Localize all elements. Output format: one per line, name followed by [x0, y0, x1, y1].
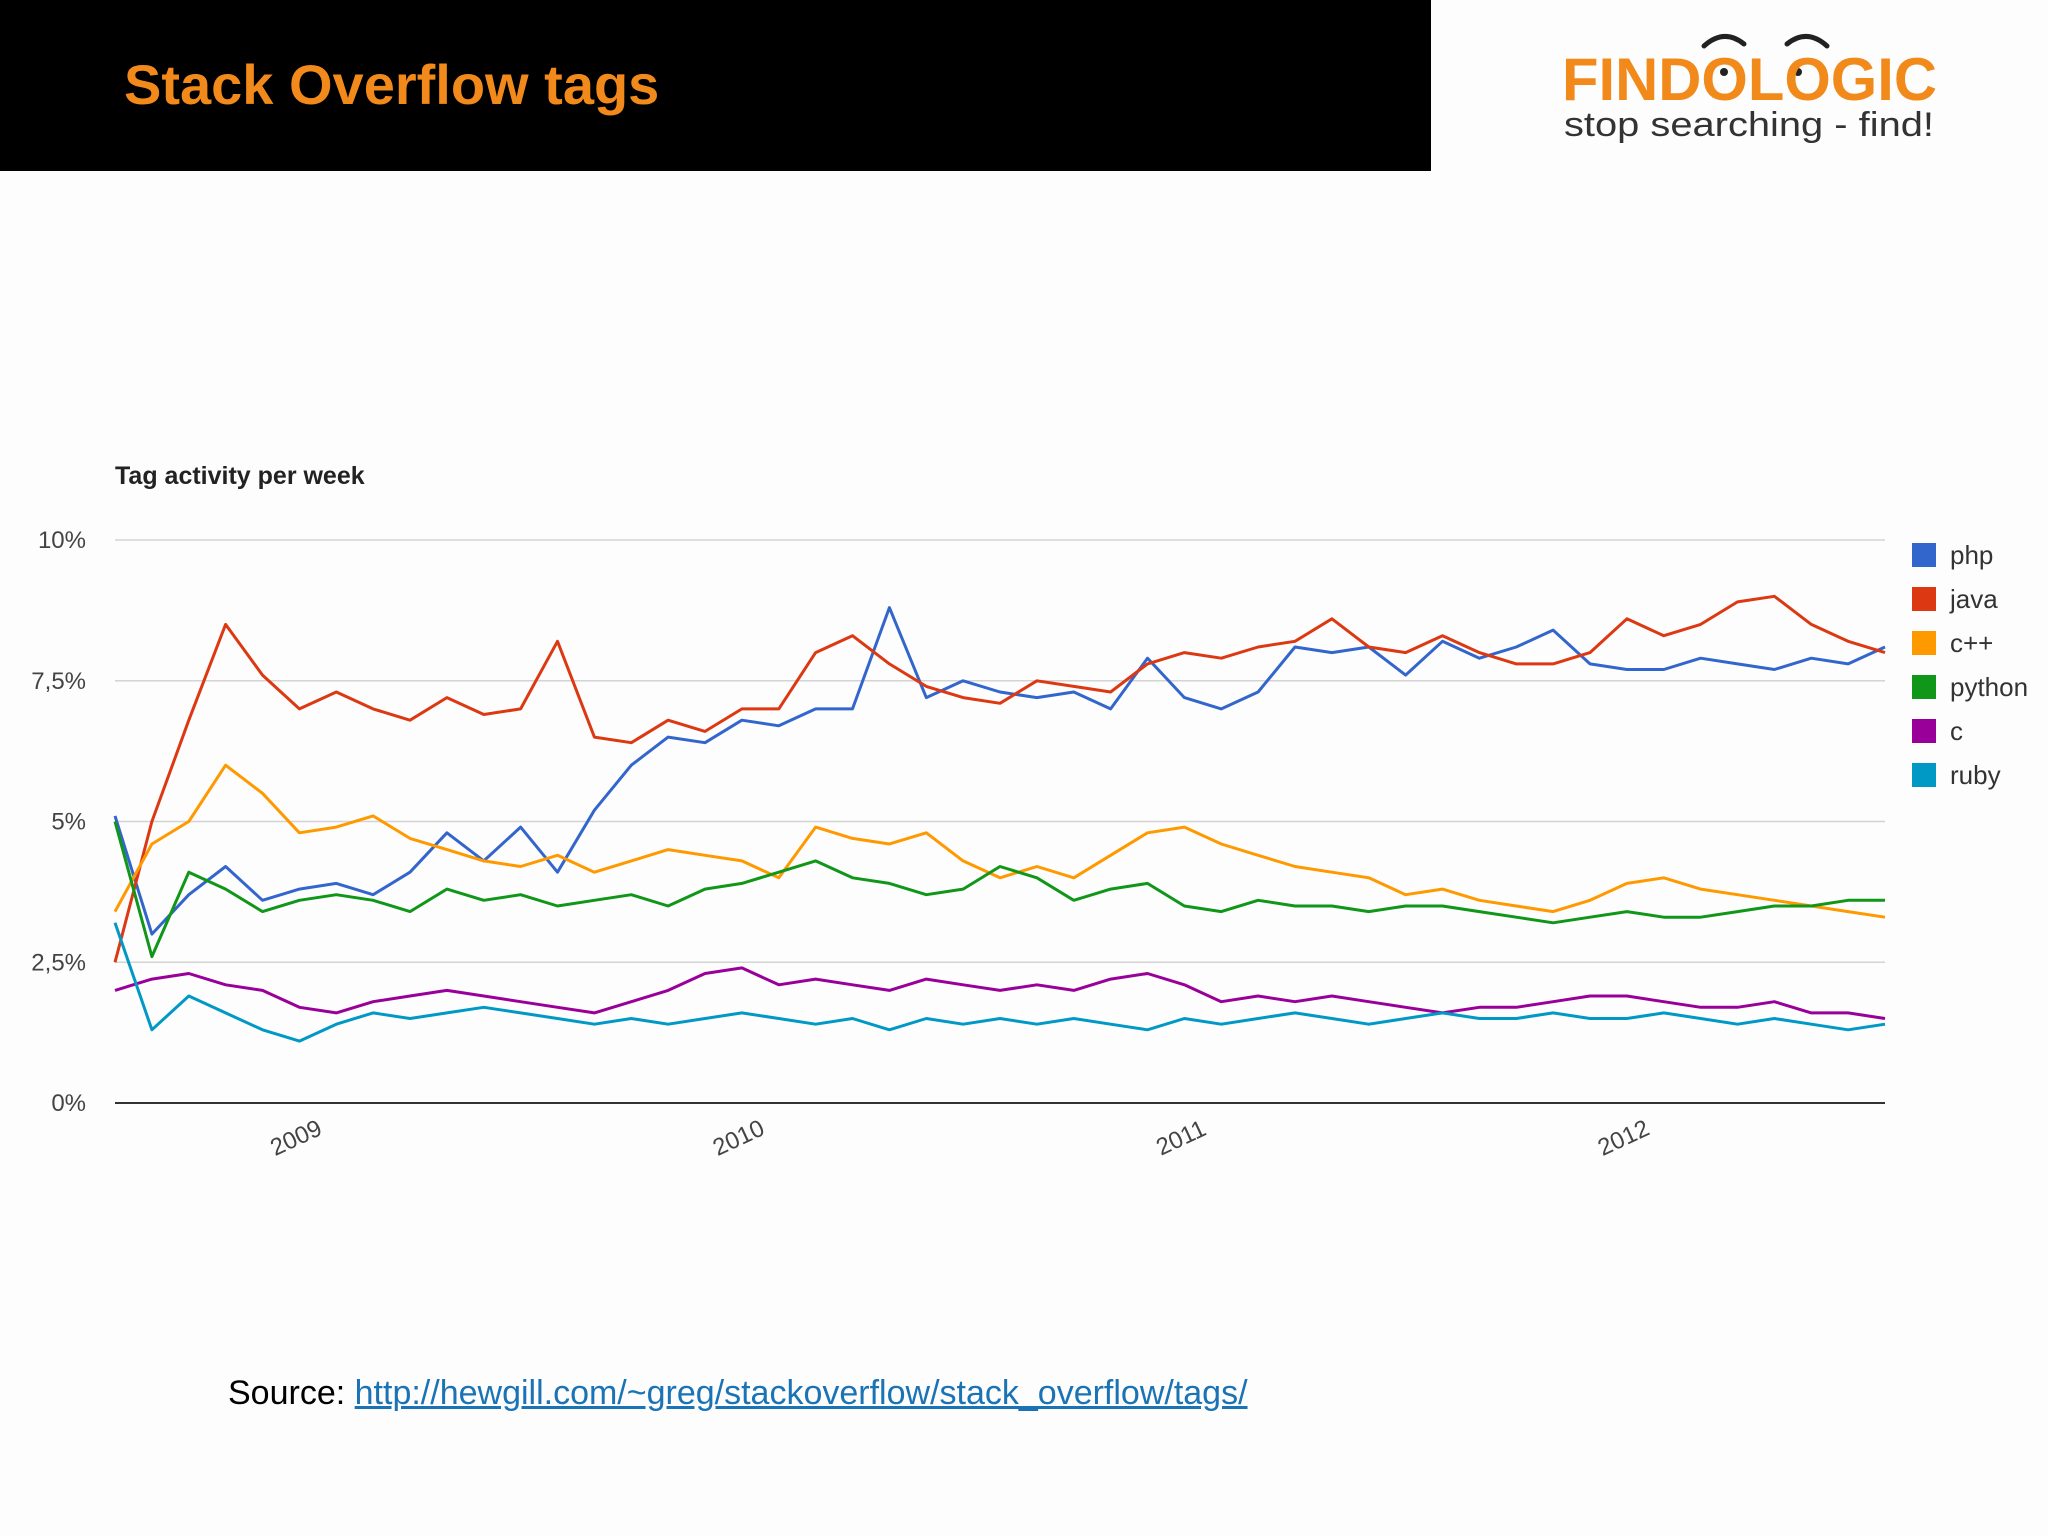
legend-label-ruby: ruby [1950, 760, 2001, 790]
legend-label-java: java [1949, 584, 1998, 614]
title-bar: Stack Overflow tags [0, 0, 1431, 171]
series-line-java [113, 594, 1886, 963]
x-tick-label: 2012 [1594, 1115, 1654, 1162]
source-line: Source: http://hewgill.com/~greg/stackov… [228, 1374, 1248, 1413]
legend-label-python: python [1950, 672, 2028, 702]
legend: php java c++ python c ruby [1912, 540, 2028, 790]
y-tick-label: 2,5% [31, 949, 86, 976]
gridlines [115, 539, 1885, 1104]
x-tick-label: 2009 [266, 1115, 326, 1162]
series-line-c++ [113, 763, 1886, 919]
series-line-php [113, 606, 1886, 936]
legend-label-c: c [1950, 716, 1963, 746]
series-line-ruby [113, 922, 1886, 1043]
slide-title: Stack Overflow tags [124, 53, 660, 116]
x-axis-ticks: 20082009201020112012 [266, 1115, 1654, 1162]
y-tick-label: 10% [38, 527, 86, 554]
y-axis-ticks: 0% 2,5% 5% 7,5% 10% [31, 527, 86, 1117]
source-link[interactable]: http://hewgill.com/~greg/stackoverflow/s… [354, 1374, 1248, 1412]
legend-label-c++: c++ [1950, 628, 1993, 658]
x-tick-label: 2011 [1152, 1115, 1210, 1161]
legend-swatch-ruby [1912, 763, 1936, 787]
legend-swatch-c [1912, 719, 1936, 743]
series-lines [113, 594, 1886, 1043]
chart-title: Tag activity per week [115, 462, 365, 490]
legend-swatch-java [1912, 587, 1936, 611]
y-tick-label: 0% [51, 1090, 86, 1117]
legend-swatch-php [1912, 543, 1936, 567]
logo-tagline: stop searching - find! [1564, 106, 1934, 144]
findologic-logo: FINDOLOGIC stop searching - find! [1562, 34, 1937, 144]
series-line-python [113, 821, 1885, 959]
y-tick-label: 5% [51, 809, 86, 836]
y-tick-label: 7,5% [31, 668, 86, 695]
legend-label-php: php [1950, 540, 1993, 570]
legend-swatch-python [1912, 675, 1936, 699]
tag-activity-chart: Tag activity per week 0% 2,5% 5% 7,5% 10% 20… [31, 462, 2028, 1162]
source-prefix: Source: [228, 1374, 346, 1412]
logo-wordmark: FINDOLOGIC [1562, 46, 1937, 113]
series-line-c [114, 966, 1886, 1020]
x-tick-label: 2010 [709, 1115, 769, 1162]
legend-swatch-c++ [1912, 631, 1936, 655]
